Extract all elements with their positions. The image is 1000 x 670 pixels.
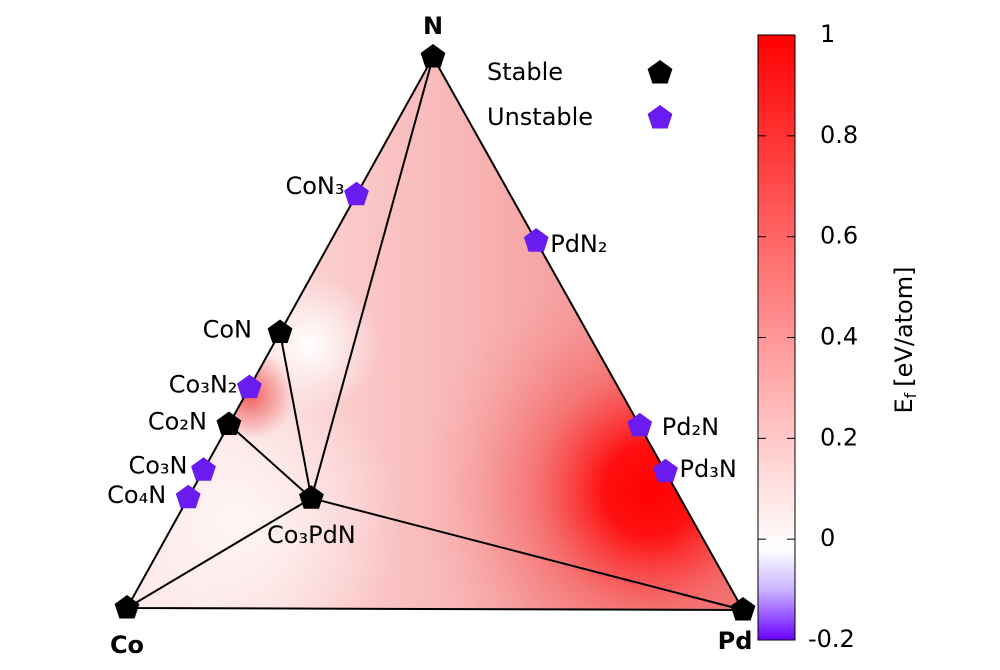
point-label: PdN₂ <box>550 230 607 258</box>
unstable-point <box>344 181 369 206</box>
unstable-point <box>191 457 216 481</box>
point-label: Co₄N <box>107 481 166 509</box>
unstable-point <box>237 374 262 399</box>
colorbar-tick-label: 0 <box>820 524 835 552</box>
colorbar-tick-label: 0.2 <box>820 423 858 451</box>
tie-line <box>311 497 744 611</box>
point-label: Co₃N <box>128 451 187 479</box>
point-label: Co₃N₂ <box>169 371 238 399</box>
legend-marker <box>647 105 673 129</box>
stable-point <box>299 485 324 509</box>
point-label: Pd <box>718 627 753 655</box>
legend-label: Unstable <box>487 103 593 131</box>
stable-point <box>420 44 446 68</box>
colorbar-label: Ef [eV/atom] <box>890 267 920 414</box>
colorbar-label-unit: [eV/atom] <box>890 267 918 387</box>
legend-label: Stable <box>487 58 563 86</box>
tie-line <box>310 56 434 499</box>
tie-line <box>228 423 313 499</box>
tie-line <box>279 332 313 499</box>
colorbar-tick-label: -0.2 <box>808 625 855 653</box>
point-label: CoN₃ <box>285 172 344 200</box>
point-label: Co₃PdN <box>267 521 356 549</box>
colorbar-label-sub: f <box>901 392 920 398</box>
stable-point <box>216 411 242 435</box>
unstable-point <box>627 412 653 437</box>
point-label: Co <box>110 631 144 659</box>
stable-point <box>267 319 293 343</box>
point-label: CoN <box>203 316 252 344</box>
point-label: N <box>423 12 443 40</box>
colorbar-tick-label: 1 <box>820 20 835 48</box>
colorbar-label-main: E <box>890 398 918 413</box>
legend-marker <box>647 60 673 84</box>
point-label: Co₂N <box>148 408 207 436</box>
heatmap <box>127 57 743 610</box>
unstable-point <box>653 458 678 483</box>
tie-line <box>126 497 312 609</box>
colorbar-tick-label: 0.6 <box>820 222 858 250</box>
stable-point <box>730 597 756 621</box>
point-label: Pd₃N <box>680 455 737 483</box>
unstable-point <box>523 228 549 252</box>
colorbar-tick-label: 0.4 <box>820 323 858 351</box>
unstable-point <box>175 484 201 509</box>
stable-point <box>114 595 140 619</box>
colorbar-tick-label: 0.8 <box>820 121 858 149</box>
point-label: Pd₂N <box>662 413 719 441</box>
